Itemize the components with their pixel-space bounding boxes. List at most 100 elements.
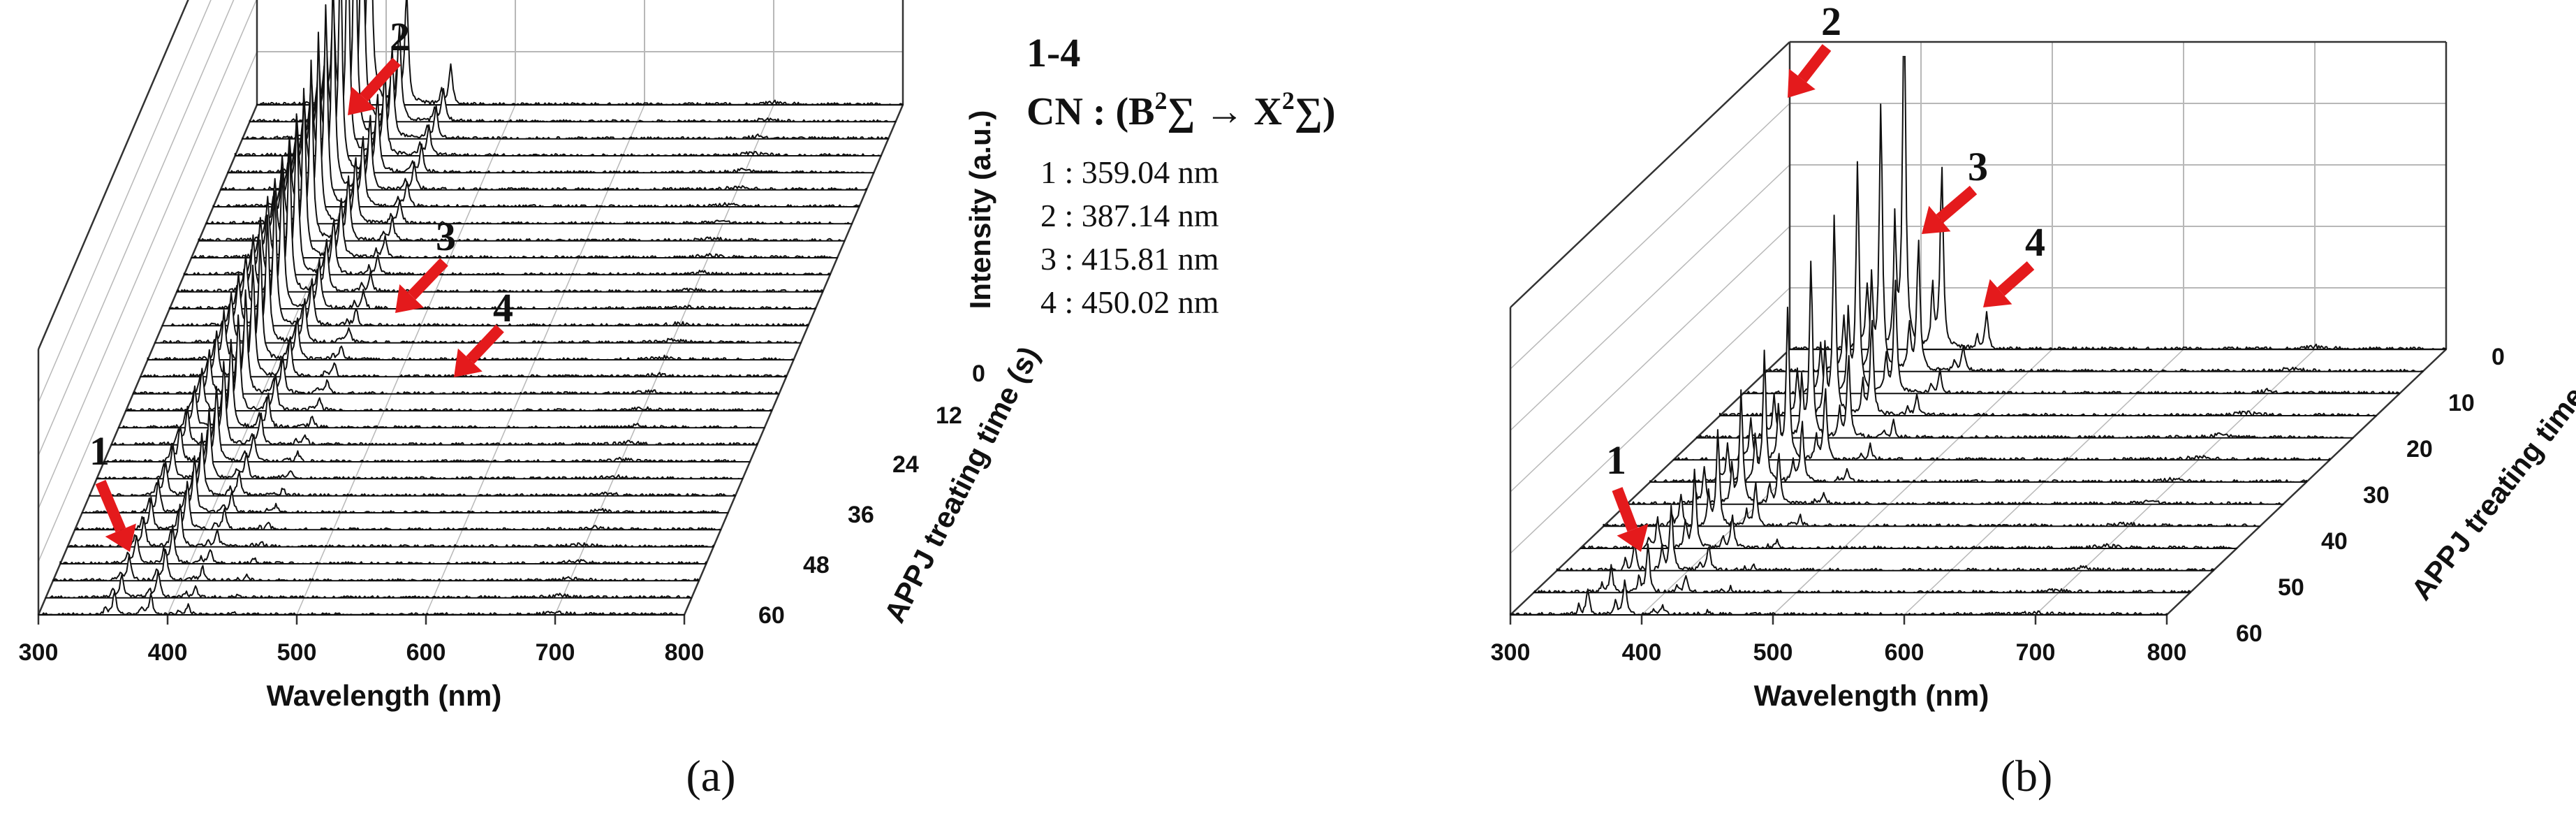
spectrum-line [81, 455, 729, 513]
frame-edge [1510, 41, 1790, 308]
x-tick: 700 [536, 639, 575, 666]
x-tick: 500 [1753, 639, 1793, 666]
chart-a-z-axis-label: Intensity (a.u.) [964, 110, 996, 309]
legend-entry: 4 : 450.02 nm [1040, 284, 1219, 320]
legend-entry: 2 : 387.14 nm [1040, 198, 1219, 233]
spectrum-line [1533, 543, 2191, 594]
spectrum-line [1789, 56, 2447, 350]
peak-label-2: 2 [1821, 0, 1841, 44]
legend-species: CN : (B2∑ → X2∑) [1026, 87, 1335, 133]
chart-b: 300 400 500 600 700 800 0 10 20 30 40 50… [1491, 0, 2576, 801]
red-arrow-head [348, 86, 376, 115]
spectrum-line [52, 548, 700, 582]
chart-b-frame [1509, 41, 2448, 625]
chart-a: 300 400 500 600 700 800 0 12 24 36 48 60… [19, 0, 1335, 801]
chart-a-legend: 1-4 CN : (B2∑ → X2∑) 1 : 359.04 nm 2 : 3… [1026, 30, 1335, 320]
chart-a-series [38, 0, 904, 615]
x-tick: 600 [1885, 639, 1924, 666]
spectrum-line [1580, 468, 2237, 549]
y-tick: 60 [758, 602, 785, 629]
chart-a-x-ticks: 300 400 500 600 700 800 [19, 639, 705, 666]
spectrum-line [1695, 261, 2354, 439]
red-arrow-head [1788, 68, 1816, 98]
chart-b-grid [1510, 41, 2447, 615]
grid-line [38, 0, 212, 403]
spectrum-line [1603, 429, 2261, 527]
peak-label-3: 3 [436, 214, 456, 259]
grid-line [38, 51, 258, 562]
y-tick: 36 [848, 502, 874, 528]
spectrum-line [1719, 214, 2377, 416]
chart-b-y-ticks: 0 10 20 30 40 50 60 [2236, 344, 2505, 647]
red-arrow-head [1617, 523, 1649, 552]
y-tick: 60 [2236, 620, 2262, 647]
grid-line [1510, 164, 1790, 431]
chart-a-y-ticks: 0 12 24 36 48 60 [758, 360, 985, 629]
red-arrow-shaft [407, 258, 448, 300]
grid-line [1510, 226, 1790, 493]
peak-label-1: 1 [89, 428, 110, 474]
red-arrow-head [105, 523, 136, 552]
red-arrow-head [395, 284, 424, 313]
x-tick: 300 [1491, 639, 1531, 666]
x-tick: 400 [1622, 639, 1662, 666]
chart-b-x-axis-label: Wavelength (nm) [1754, 679, 1989, 712]
spectrum-line [1510, 579, 2167, 615]
spectrum-line [1742, 161, 2401, 395]
spectrum-line [1649, 349, 2307, 483]
y-tick: 12 [936, 402, 962, 429]
grid-line [38, 0, 235, 456]
red-arrow-head [1983, 279, 2012, 307]
y-tick: 0 [2492, 344, 2505, 370]
peak-label-3: 3 [1968, 144, 1988, 189]
y-tick: 20 [2406, 436, 2433, 462]
x-tick: 800 [665, 639, 705, 666]
chart-b-series [1510, 56, 2447, 615]
panel-label-a: (a) [686, 751, 735, 801]
spectrum-line [1672, 306, 2331, 461]
panel-label-b: (b) [2001, 751, 2053, 801]
red-arrow-shaft [1612, 487, 1638, 532]
red-arrow-shaft [1997, 261, 2035, 296]
red-arrow-shaft [1936, 185, 1978, 224]
spectrum-line [38, 591, 685, 615]
grid-line [38, 0, 257, 509]
red-arrow-shaft [95, 479, 126, 532]
spectrum-line [66, 503, 714, 548]
peak-label-4: 4 [493, 285, 513, 330]
y-tick: 48 [803, 552, 830, 578]
grid-line [38, 0, 189, 350]
grid-line [1510, 287, 1790, 554]
x-tick: 500 [277, 639, 317, 666]
grid-line [1510, 103, 1790, 370]
chart-b-y-axis-label: APPJ treating time (s) [2405, 346, 2576, 606]
chart-b-arrows [1612, 44, 2035, 552]
red-arrow-shaft [359, 57, 401, 102]
peak-label-1: 1 [1606, 437, 1626, 483]
peak-label-4: 4 [2025, 219, 2045, 265]
red-arrow-head [1922, 205, 1951, 234]
x-tick: 600 [406, 639, 446, 666]
red-arrow-shaft [466, 324, 504, 364]
red-arrow-head [454, 348, 483, 377]
x-tick: 400 [148, 639, 188, 666]
spectrum-line [96, 408, 744, 480]
y-tick: 0 [972, 360, 985, 387]
spectrum-line [1556, 504, 2214, 571]
chart-a-y-axis-label: APPJ treating time (s) [878, 341, 1045, 627]
x-tick: 700 [2016, 639, 2056, 666]
spectrum-line [45, 570, 693, 599]
legend-entry: 1 : 359.04 nm [1040, 154, 1219, 190]
chart-b-x-ticks: 300 400 500 600 700 800 [1491, 639, 2187, 666]
legend-title: 1-4 [1026, 30, 1080, 75]
y-tick: 30 [2363, 482, 2390, 509]
frame-edge [37, 0, 189, 350]
chart-a-x-axis-label: Wavelength (nm) [267, 679, 502, 712]
y-tick: 10 [2448, 390, 2475, 416]
spectrum-line [74, 481, 722, 531]
spectrum-line [1626, 389, 2284, 505]
x-tick: 300 [19, 639, 59, 666]
y-tick: 24 [892, 451, 919, 478]
y-tick: 40 [2321, 528, 2348, 555]
